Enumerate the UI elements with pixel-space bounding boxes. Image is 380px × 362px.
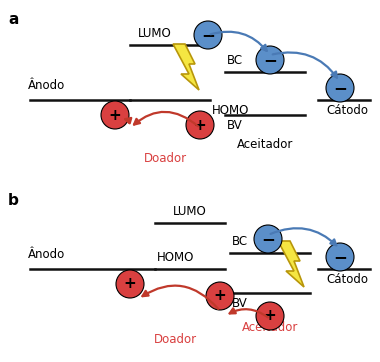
Circle shape — [326, 243, 354, 271]
Circle shape — [101, 101, 129, 129]
Circle shape — [256, 302, 284, 330]
Polygon shape — [278, 241, 304, 287]
Text: +: + — [214, 289, 226, 303]
Text: −: − — [263, 51, 277, 69]
Circle shape — [256, 46, 284, 74]
Circle shape — [254, 225, 282, 253]
Text: −: − — [333, 248, 347, 266]
Text: +: + — [124, 277, 136, 291]
Text: Doador: Doador — [143, 152, 187, 165]
Text: LUMO: LUMO — [173, 205, 207, 218]
Circle shape — [186, 111, 214, 139]
Text: Doador: Doador — [154, 333, 196, 346]
Text: −: − — [333, 79, 347, 97]
Text: LUMO: LUMO — [138, 27, 172, 40]
Text: +: + — [194, 118, 206, 132]
Text: BV: BV — [232, 297, 248, 310]
Circle shape — [194, 21, 222, 49]
Circle shape — [206, 282, 234, 310]
Text: HOMO: HOMO — [157, 251, 195, 264]
Text: +: + — [109, 108, 121, 122]
Text: b: b — [8, 193, 19, 208]
Text: BC: BC — [227, 54, 243, 67]
Text: Aceitador: Aceitador — [242, 321, 298, 334]
Text: Cátodo: Cátodo — [326, 104, 368, 117]
Text: Ânodo: Ânodo — [28, 248, 65, 261]
Text: a: a — [8, 12, 18, 27]
Text: Cátodo: Cátodo — [326, 273, 368, 286]
Circle shape — [326, 74, 354, 102]
Text: Aceitador: Aceitador — [237, 138, 293, 151]
Text: −: − — [261, 230, 275, 248]
Text: BC: BC — [232, 235, 248, 248]
Text: Ânodo: Ânodo — [28, 79, 65, 92]
Text: BV: BV — [227, 119, 243, 132]
Text: −: − — [201, 26, 215, 44]
Text: +: + — [264, 308, 276, 324]
Polygon shape — [173, 44, 199, 90]
Text: HOMO: HOMO — [212, 104, 249, 117]
Circle shape — [116, 270, 144, 298]
